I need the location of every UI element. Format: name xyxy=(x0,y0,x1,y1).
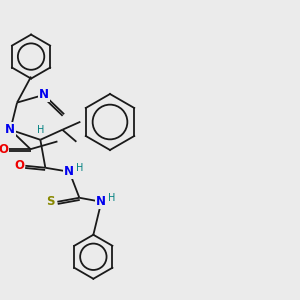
Text: H: H xyxy=(108,193,115,203)
Text: S: S xyxy=(46,195,55,208)
Text: H: H xyxy=(37,125,44,135)
Text: O: O xyxy=(14,159,24,172)
Text: N: N xyxy=(64,165,74,178)
Text: N: N xyxy=(5,123,15,136)
Text: H: H xyxy=(76,163,83,173)
Text: N: N xyxy=(39,88,49,101)
Text: N: N xyxy=(96,195,106,208)
Text: O: O xyxy=(0,143,8,156)
